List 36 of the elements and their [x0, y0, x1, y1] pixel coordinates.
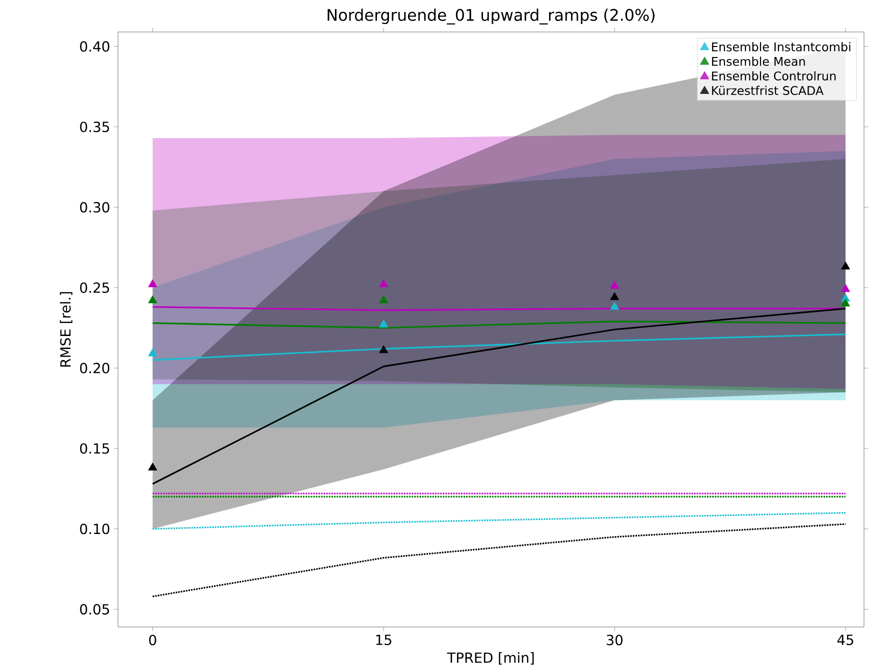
y-tick-label: 0.40: [80, 41, 110, 52]
point: [610, 280, 620, 289]
legend-label: Ensemble Instantcombi: [712, 42, 850, 52]
y-tick-label: 0.35: [80, 122, 110, 132]
x-tick-label: 15: [376, 634, 392, 646]
line-series: [152, 308, 846, 485]
line-series: [152, 523, 846, 598]
point: [148, 295, 158, 304]
point: [379, 319, 388, 328]
point: [148, 279, 158, 288]
point: [841, 298, 850, 306]
point: [610, 292, 620, 300]
point: [841, 262, 850, 270]
y-tick-label: 0.15: [80, 443, 110, 454]
x-tick-label: 0: [149, 634, 156, 646]
point: [148, 348, 158, 356]
point: [379, 295, 388, 304]
chart-title: Nordergruende_01 upward_ramps (2.0%): [328, 8, 654, 24]
x-axis-title: TPRED [min]: [447, 652, 534, 665]
y-tick-label: 0.05: [80, 604, 110, 615]
legend-label: Ensemble Mean: [712, 56, 805, 66]
legend-label: Kürzestfrist SCADA: [712, 86, 824, 96]
legend-label: Ensemble Controlrun: [712, 71, 836, 80]
y-axis-title: RMSE [rel.]: [60, 292, 72, 367]
point: [841, 284, 850, 292]
point: [379, 279, 388, 288]
point: [379, 345, 388, 354]
point: [148, 462, 158, 470]
line-series: [152, 334, 846, 361]
x-tick-label: 45: [837, 634, 854, 646]
y-tick-label: 0.10: [80, 524, 110, 534]
x-tick-label: 30: [606, 634, 623, 646]
y-tick-label: 0.20: [80, 362, 110, 374]
y-tick-label: 0.25: [80, 282, 110, 293]
point: [610, 302, 620, 310]
y-tick-label: 0.30: [80, 202, 110, 213]
